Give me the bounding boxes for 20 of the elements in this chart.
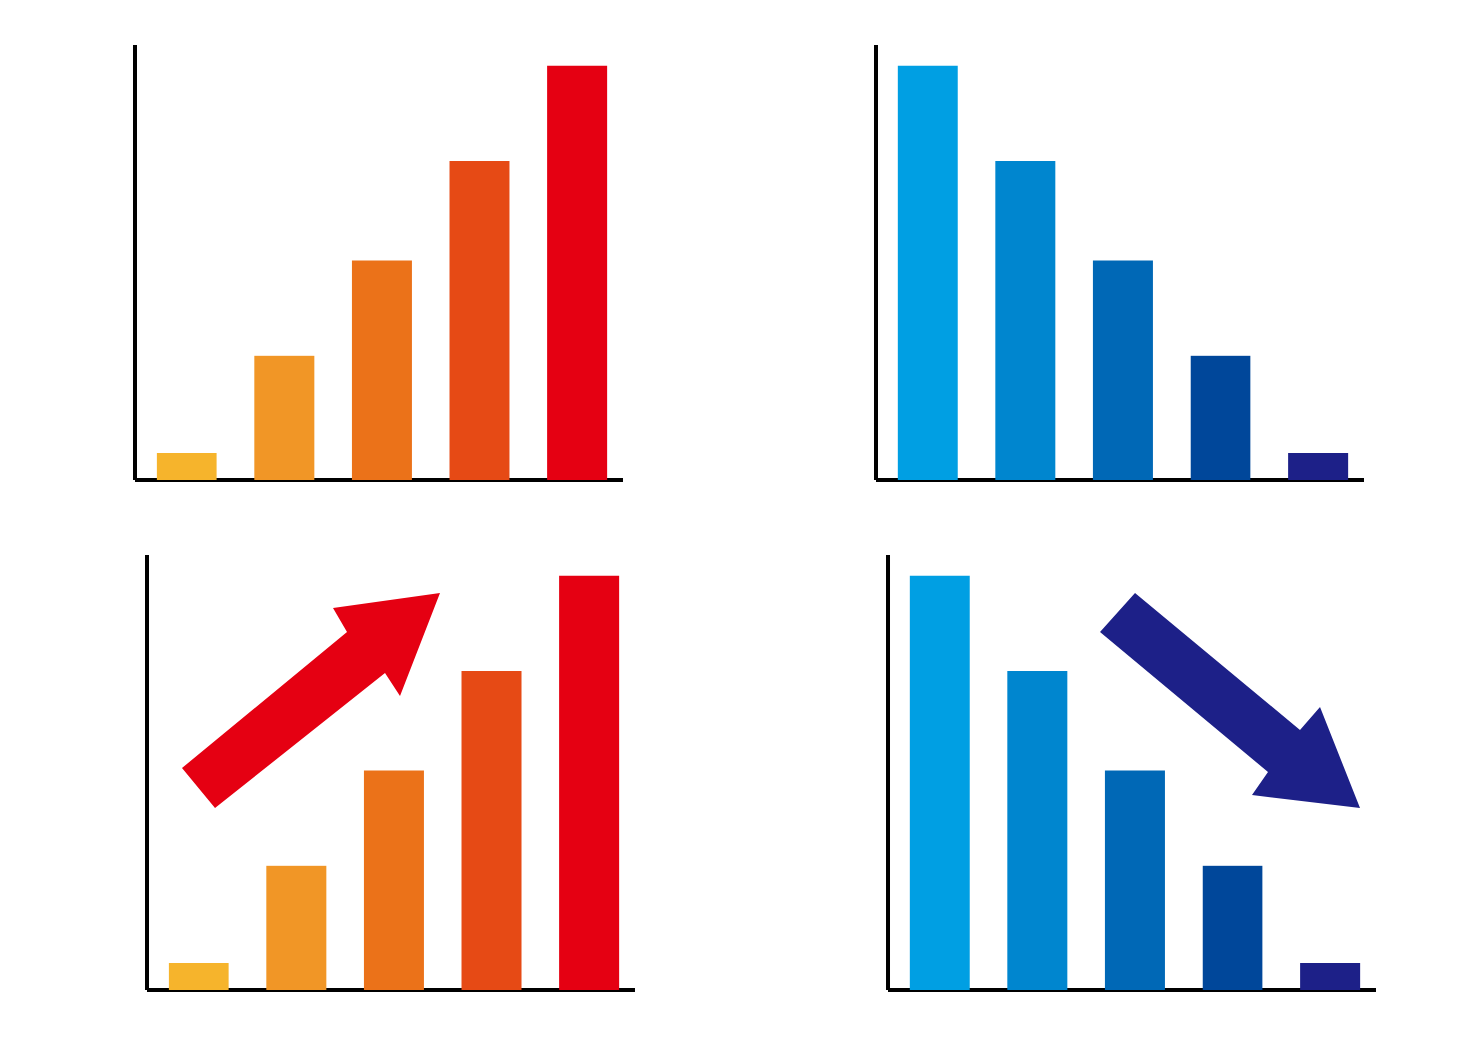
bar [1300,963,1361,991]
bar [995,161,1056,481]
bar [156,453,217,481]
bar [461,671,522,991]
bar [449,161,510,481]
bar [897,65,958,481]
bar [266,865,327,991]
bar [1007,671,1068,991]
bar [1190,355,1251,481]
bar [547,65,608,481]
bar [351,260,412,481]
bar [1202,865,1263,991]
bar [254,355,315,481]
bar [1288,453,1349,481]
bar [363,770,424,991]
bar [1104,770,1165,991]
bar [909,575,970,991]
bar [559,575,620,991]
bar [1092,260,1153,481]
bar [168,963,229,991]
